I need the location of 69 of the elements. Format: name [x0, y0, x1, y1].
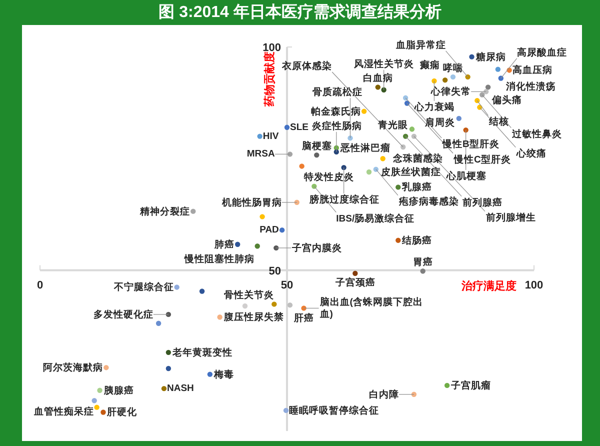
annotation: 青光眼 [376, 119, 409, 132]
annotation: 不宁腿综合征 [112, 281, 174, 294]
annotation: 阿尔茨海默病 [43, 362, 104, 374]
chart-title: 图 3:2014 年日本医疗需求调查结果分析 [158, 3, 442, 21]
annotation: IBS/肠易激综合征 [336, 212, 415, 224]
annotation: 骨质疏松症 [312, 86, 363, 98]
annotation: SLE [290, 122, 308, 133]
annotation: 脑出血(含蛛网膜下腔出血) [318, 296, 423, 320]
annotation: 白血病 [362, 72, 393, 84]
annotation: 心律失常 [430, 86, 472, 98]
annotation: 衣原体感染 [281, 60, 332, 72]
annotation: 高尿酸血症 [516, 46, 567, 58]
annotation: 哮喘 [442, 62, 463, 74]
annotation: 前列腺增生 [484, 211, 536, 224]
annotation: 脑梗塞 [301, 140, 332, 152]
annotation: HIV [262, 130, 280, 142]
annotation: 血脂异常症 [394, 38, 446, 51]
annotation: 子宫内膜炎 [291, 242, 344, 254]
annotation: 多发性硬化症 [93, 308, 154, 320]
annotation: 膀胱过度综合征 [308, 194, 380, 206]
annotation: 疱疹病毒感染 [398, 195, 459, 208]
annotation: 慢性B型肝炎 [442, 138, 500, 150]
annotation: 念珠菌感染 [392, 152, 443, 165]
annotation: 过敏性鼻炎 [511, 128, 564, 140]
annotation: 胃癌 [412, 256, 433, 268]
annotation: 子宫肌瘤 [450, 379, 492, 392]
annotation: 心肌梗塞 [445, 170, 486, 182]
annotation: 骨性关节炎 [224, 289, 276, 302]
annotation: 腹压性尿失禁 [222, 311, 285, 324]
annotation: 高血压病 [512, 64, 552, 76]
annotation: 特发性皮炎 [302, 171, 355, 184]
annotation: 肺癌 [214, 238, 235, 250]
annotation: 子宫颈癌 [334, 276, 376, 288]
annotation: 机能性肠胃病 [220, 196, 282, 208]
annotation: 恶性淋巴瘤 [339, 142, 390, 154]
annotation: 白内障 [368, 388, 399, 400]
annotation: PAD [260, 224, 280, 236]
x-tick-label: 0 [36, 279, 44, 292]
annotation: 皮肤丝状菌症 [380, 166, 442, 178]
annotation: 精神分裂症 [139, 205, 190, 218]
x-tick-label: 50 [280, 279, 294, 292]
annotation: 老年黄斑变性 [171, 346, 232, 358]
annotation: 癫痫 [419, 59, 440, 72]
annotation: 血管性痴呆症 [32, 405, 94, 418]
annotation: 慢性阻塞性肺病 [183, 253, 254, 266]
annotation: 结核 [488, 116, 510, 128]
annotation: 胰腺癌 [102, 384, 134, 396]
annotation: 偏头痛 [491, 94, 522, 106]
annotation: 帕金森氏病 [311, 105, 362, 118]
annotation: 肩周炎 [424, 116, 456, 128]
annotation: MRSA [246, 148, 275, 160]
annotation: 糖尿病 [474, 50, 506, 63]
annotation: 心力衰竭 [414, 100, 455, 113]
annotation: 心绞痛 [516, 147, 547, 160]
annotation: 肝癌 [292, 312, 314, 324]
annotation: 睡眠呼吸暂停综合征 [289, 404, 380, 416]
annotation: 梅毒 [212, 368, 234, 380]
annotation: 乳腺癌 [401, 181, 432, 194]
annotation: 慢性C型肝炎 [453, 153, 512, 166]
annotation: NASH [166, 383, 194, 394]
x-axis-title: 治疗满足度 [460, 279, 516, 292]
y-axis-title: 药物贡献度 [263, 52, 276, 108]
x-tick-label: 100 [524, 279, 544, 292]
annotation: 前列腺癌 [462, 196, 503, 208]
annotation: 结肠癌 [401, 234, 432, 246]
annotation: 风湿性关节炎 [352, 58, 415, 70]
annotation: 消化性溃疡 [504, 80, 556, 92]
annotation: 炎症性肠病 [310, 120, 362, 132]
annotation: 肝硬化 [106, 406, 138, 418]
